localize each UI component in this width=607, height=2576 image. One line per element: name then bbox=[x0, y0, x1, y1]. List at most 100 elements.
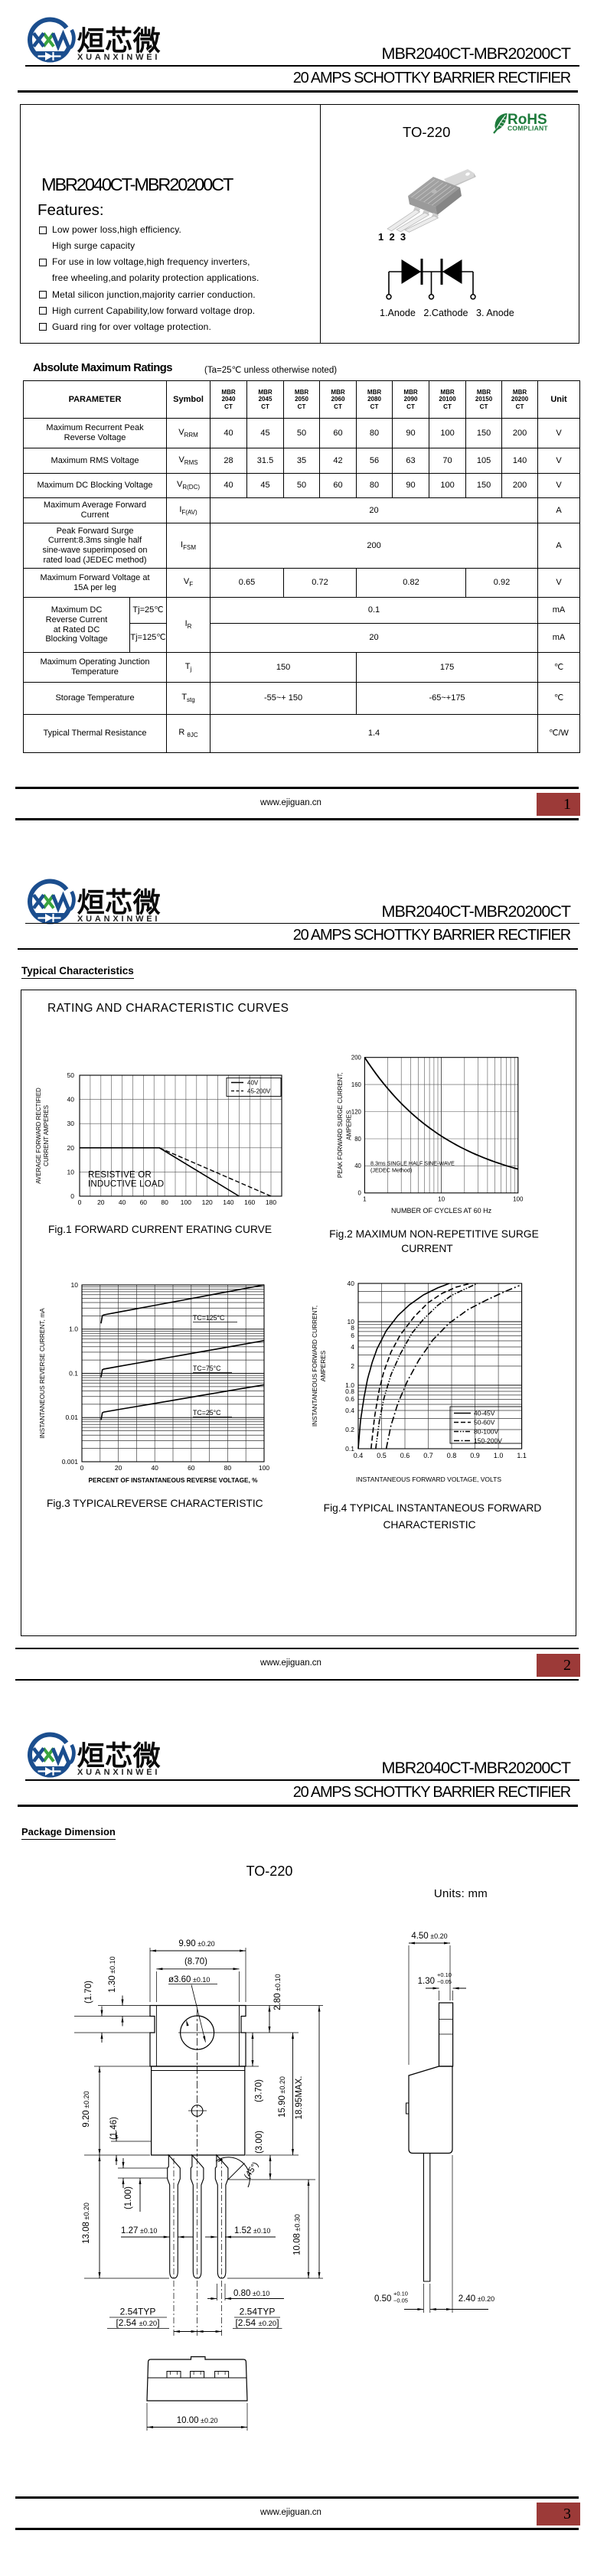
svg-text:160: 160 bbox=[244, 1198, 255, 1206]
svg-text:60: 60 bbox=[140, 1198, 148, 1206]
svg-text:40V: 40V bbox=[247, 1080, 259, 1087]
svg-text:(8.70): (8.70) bbox=[184, 1958, 207, 1967]
svg-text:0.6: 0.6 bbox=[345, 1395, 354, 1403]
svg-text:RESISTIVE OR: RESISTIVE OR bbox=[88, 1171, 152, 1180]
svg-text:TC=25°C: TC=25°C bbox=[193, 1409, 221, 1417]
svg-text:0: 0 bbox=[70, 1192, 74, 1200]
svg-text:2.54TYP: 2.54TYP bbox=[120, 2307, 156, 2317]
svg-text:8: 8 bbox=[351, 1324, 354, 1332]
svg-text:0.6: 0.6 bbox=[400, 1452, 410, 1459]
svg-text:0.2: 0.2 bbox=[345, 1426, 354, 1433]
svg-text:ø3.60 ±0.10: ø3.60 ±0.10 bbox=[168, 1975, 210, 1984]
svg-text:80: 80 bbox=[354, 1136, 361, 1143]
svg-text:AVERAGE FORWARD RECTIFIED: AVERAGE FORWARD RECTIFIED bbox=[35, 1087, 42, 1184]
svg-text:(1.00): (1.00) bbox=[124, 2186, 133, 2209]
svg-text:1: 1 bbox=[363, 1195, 367, 1202]
svg-text:0.1: 0.1 bbox=[69, 1369, 78, 1377]
svg-text:XUANXINWEI: XUANXINWEI bbox=[77, 915, 160, 924]
svg-text:9.20 ±0.20: 9.20 ±0.20 bbox=[82, 2091, 91, 2127]
svg-text:0.4: 0.4 bbox=[354, 1452, 364, 1459]
svg-text:1.0: 1.0 bbox=[345, 1381, 354, 1389]
svg-text:1.1: 1.1 bbox=[517, 1452, 527, 1459]
svg-text:80-100V: 80-100V bbox=[474, 1428, 498, 1436]
svg-text:40: 40 bbox=[67, 1096, 75, 1104]
svg-text:0.4: 0.4 bbox=[345, 1407, 354, 1414]
svg-text:2.40 ±0.20: 2.40 ±0.20 bbox=[459, 2294, 494, 2304]
svg-text:200: 200 bbox=[351, 1055, 362, 1061]
svg-text:10.00 ±0.20: 10.00 ±0.20 bbox=[177, 2416, 218, 2425]
svg-text:TC=75°C: TC=75°C bbox=[193, 1365, 221, 1372]
svg-text:1.30: 1.30 bbox=[418, 1977, 435, 1986]
svg-text:20: 20 bbox=[115, 1464, 122, 1472]
svg-text:50: 50 bbox=[67, 1071, 75, 1079]
svg-text:10: 10 bbox=[348, 1318, 355, 1325]
svg-text:100: 100 bbox=[513, 1195, 524, 1202]
svg-text:(JEDEC Method): (JEDEC Method) bbox=[370, 1167, 412, 1174]
svg-text:0.80 ±0.10: 0.80 ±0.10 bbox=[233, 2289, 269, 2298]
svg-text:0.5: 0.5 bbox=[377, 1452, 387, 1459]
svg-text:(1.46): (1.46) bbox=[109, 2117, 119, 2140]
svg-text:Fig.2 MAXIMUM NON-REPETITIVE S: Fig.2 MAXIMUM NON-REPETITIVE SURGE bbox=[329, 1228, 539, 1240]
svg-text:2: 2 bbox=[351, 1362, 354, 1370]
svg-text:10.08 ±0.30: 10.08 ±0.30 bbox=[293, 2214, 302, 2255]
svg-text:1.30 ±0.10: 1.30 ±0.10 bbox=[108, 1956, 117, 1992]
svg-text:80: 80 bbox=[224, 1464, 232, 1472]
svg-text:40: 40 bbox=[354, 1162, 361, 1169]
svg-text:RoHS: RoHS bbox=[507, 112, 547, 128]
svg-text:1.27 ±0.10: 1.27 ±0.10 bbox=[121, 2226, 157, 2235]
svg-text:2.80 ±0.10: 2.80 ±0.10 bbox=[273, 1974, 282, 2010]
svg-text:140: 140 bbox=[223, 1198, 233, 1206]
svg-text:PERCENT OF INSTANTANEOUS REVER: PERCENT OF INSTANTANEOUS REVERSE VOLTAGE… bbox=[88, 1476, 258, 1484]
svg-text:6: 6 bbox=[351, 1332, 354, 1339]
svg-text:[2.54 ±0.20]: [2.54 ±0.20] bbox=[116, 2317, 159, 2328]
svg-text:COMPLIANT: COMPLIANT bbox=[507, 125, 548, 132]
svg-text:0: 0 bbox=[78, 1198, 82, 1206]
svg-text:0: 0 bbox=[80, 1464, 84, 1472]
svg-text:−0.05: −0.05 bbox=[393, 2297, 408, 2304]
svg-text:INSTANTANEOUS FORWARD VOLTAGE,: INSTANTANEOUS FORWARD VOLTAGE, VOLTS bbox=[356, 1475, 501, 1483]
svg-text:13.08 ±0.20: 13.08 ±0.20 bbox=[82, 2203, 91, 2244]
svg-text:0.9: 0.9 bbox=[470, 1452, 480, 1459]
svg-text:+0.10: +0.10 bbox=[437, 1971, 452, 1978]
svg-text:20: 20 bbox=[97, 1198, 105, 1206]
svg-text:2.54TYP: 2.54TYP bbox=[240, 2307, 276, 2317]
svg-text:[2.54 ±0.20]: [2.54 ±0.20] bbox=[235, 2317, 279, 2328]
svg-text:15.90 ±0.20: 15.90 ±0.20 bbox=[278, 2076, 287, 2118]
svg-text:Fig.4 TYPICAL INSTANTANEOUS FO: Fig.4 TYPICAL INSTANTANEOUS FORWARD bbox=[324, 1502, 542, 1514]
svg-text:60: 60 bbox=[188, 1464, 195, 1472]
svg-text:−0.05: −0.05 bbox=[437, 1978, 452, 1985]
svg-text:XUANXINWEI: XUANXINWEI bbox=[77, 53, 160, 62]
svg-text:AMPERES: AMPERES bbox=[346, 1110, 353, 1140]
svg-text:+0.10: +0.10 bbox=[393, 2291, 408, 2297]
svg-text:150-200V: 150-200V bbox=[474, 1437, 502, 1445]
svg-text:1.0: 1.0 bbox=[69, 1325, 78, 1333]
svg-text:4: 4 bbox=[351, 1343, 354, 1351]
svg-text:CURRENT: CURRENT bbox=[401, 1243, 453, 1254]
svg-text:Fig.3 TYPICALREVERSE CHARACTER: Fig.3 TYPICALREVERSE CHARACTERISTIC bbox=[47, 1498, 263, 1509]
svg-text:8.3ms SINGLE HALF SINE-WAVE: 8.3ms SINGLE HALF SINE-WAVE bbox=[370, 1160, 455, 1167]
svg-text:50-60V: 50-60V bbox=[474, 1419, 495, 1427]
svg-text:120: 120 bbox=[202, 1198, 213, 1206]
svg-text:120: 120 bbox=[351, 1108, 362, 1115]
svg-text:4.50 ±0.20: 4.50 ±0.20 bbox=[411, 1932, 447, 1941]
svg-text:Fig.1 FORWARD CURRENT ERATING: Fig.1 FORWARD CURRENT ERATING CURVE bbox=[48, 1224, 272, 1235]
svg-text:CHARACTERISTIC: CHARACTERISTIC bbox=[383, 1519, 475, 1531]
svg-text:18.95MAX.: 18.95MAX. bbox=[295, 2076, 304, 2120]
svg-text:0.001: 0.001 bbox=[62, 1458, 79, 1466]
svg-text:PEAK FORWARD SURGE CURRENT,: PEAK FORWARD SURGE CURRENT, bbox=[337, 1072, 344, 1178]
svg-text:INDUCTIVE LOAD: INDUCTIVE LOAD bbox=[88, 1180, 164, 1189]
svg-text:0.1: 0.1 bbox=[345, 1445, 354, 1453]
svg-text:20: 20 bbox=[67, 1144, 75, 1152]
svg-text:(3.00): (3.00) bbox=[255, 2131, 264, 2154]
svg-text:10: 10 bbox=[71, 1281, 79, 1289]
svg-text:40: 40 bbox=[151, 1464, 158, 1472]
svg-text:45-200V: 45-200V bbox=[247, 1088, 271, 1095]
svg-text:100: 100 bbox=[181, 1198, 191, 1206]
svg-text:AMPERES: AMPERES bbox=[319, 1350, 327, 1381]
svg-text:180: 180 bbox=[266, 1198, 276, 1206]
svg-text:CURRENT AMPERES: CURRENT AMPERES bbox=[43, 1105, 50, 1166]
svg-text:0.8: 0.8 bbox=[345, 1387, 354, 1395]
svg-text:40: 40 bbox=[119, 1198, 126, 1206]
svg-text:30: 30 bbox=[67, 1120, 75, 1127]
svg-text:0.01: 0.01 bbox=[65, 1414, 78, 1421]
